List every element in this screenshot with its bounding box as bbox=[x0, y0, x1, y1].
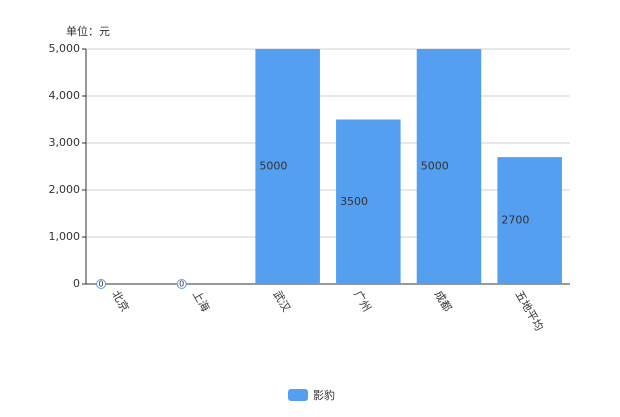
legend-label: 影豹 bbox=[313, 389, 335, 402]
bar bbox=[255, 49, 320, 284]
y-tick-label: 4,000 bbox=[49, 89, 81, 102]
value-label: 0 bbox=[179, 280, 184, 289]
x-tick-label: 成都 bbox=[432, 289, 454, 315]
y-tick-label: 3,000 bbox=[49, 136, 81, 149]
y-tick-label: 0 bbox=[73, 277, 80, 290]
bar bbox=[497, 157, 562, 284]
value-label: 5000 bbox=[259, 160, 287, 173]
x-tick-label: 广州 bbox=[351, 289, 373, 315]
y-tick-label: 2,000 bbox=[49, 183, 81, 196]
x-tick-label: 五地平均 bbox=[512, 289, 545, 334]
bar bbox=[416, 49, 482, 284]
y-tick-label: 5,000 bbox=[49, 42, 81, 55]
value-label: 0 bbox=[99, 280, 104, 289]
x-tick-label: 武汉 bbox=[270, 289, 292, 315]
legend-swatch bbox=[288, 389, 308, 401]
x-tick-label: 北京 bbox=[109, 288, 132, 314]
value-label-marker bbox=[96, 279, 107, 289]
y-tick-label: 1,000 bbox=[49, 230, 81, 243]
value-label: 3500 bbox=[340, 195, 368, 208]
value-label: 2700 bbox=[501, 214, 529, 227]
value-label-marker bbox=[176, 279, 187, 289]
value-label: 5000 bbox=[421, 160, 449, 173]
x-tick-label: 上海 bbox=[190, 288, 213, 314]
bar bbox=[336, 119, 401, 284]
unit-label: 单位：元 bbox=[66, 24, 110, 38]
